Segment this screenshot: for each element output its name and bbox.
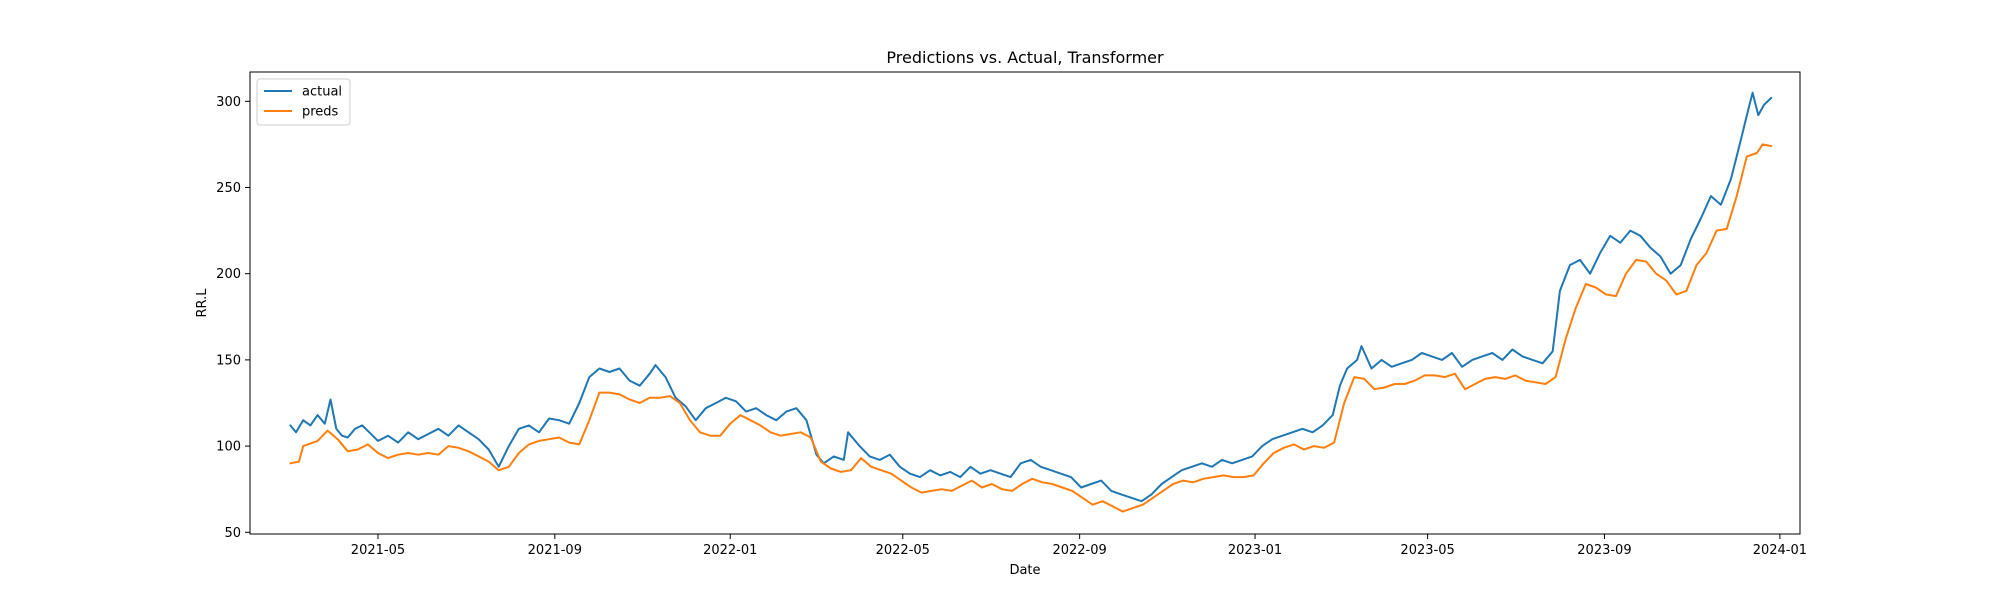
x-axis-label: Date [1009, 563, 1040, 578]
y-tick-label: 200 [216, 267, 241, 282]
series-line-actual [289, 91, 1773, 503]
x-tick-label: 2022-01 [703, 543, 757, 558]
legend-label-actual: actual [302, 85, 342, 100]
series-line-preds [289, 143, 1773, 513]
x-tick-label: 2022-05 [876, 543, 930, 558]
legend: actual preds [256, 78, 351, 126]
y-tick-label: 300 [216, 95, 241, 110]
x-tick-label: 2023-05 [1400, 543, 1454, 558]
y-tick-label: 250 [216, 181, 241, 196]
chart-title: Predictions vs. Actual, Transformer [886, 48, 1164, 67]
x-tick-label: 2023-09 [1577, 543, 1631, 558]
y-tick-label: 150 [216, 353, 241, 368]
x-tick-label: 2022-09 [1052, 543, 1106, 558]
legend-label-preds: preds [302, 105, 339, 120]
x-tick-label: 2021-05 [351, 543, 405, 558]
x-tick-label: 2024-01 [1753, 543, 1807, 558]
series-layer [289, 91, 1773, 513]
x-tick-label: 2021-09 [528, 543, 582, 558]
plot-frame [249, 71, 1801, 535]
y-tick-label: 50 [224, 526, 241, 541]
x-axis: 2021-05 2021-09 2022-01 2022-05 2022-09 2023-… [351, 534, 1807, 558]
x-tick-label: 2023-01 [1228, 543, 1282, 558]
y-axis: 50 100 150 200 250 300 [216, 95, 250, 541]
y-tick-label: 100 [216, 440, 241, 455]
y-axis-label: RR.L [195, 288, 210, 318]
